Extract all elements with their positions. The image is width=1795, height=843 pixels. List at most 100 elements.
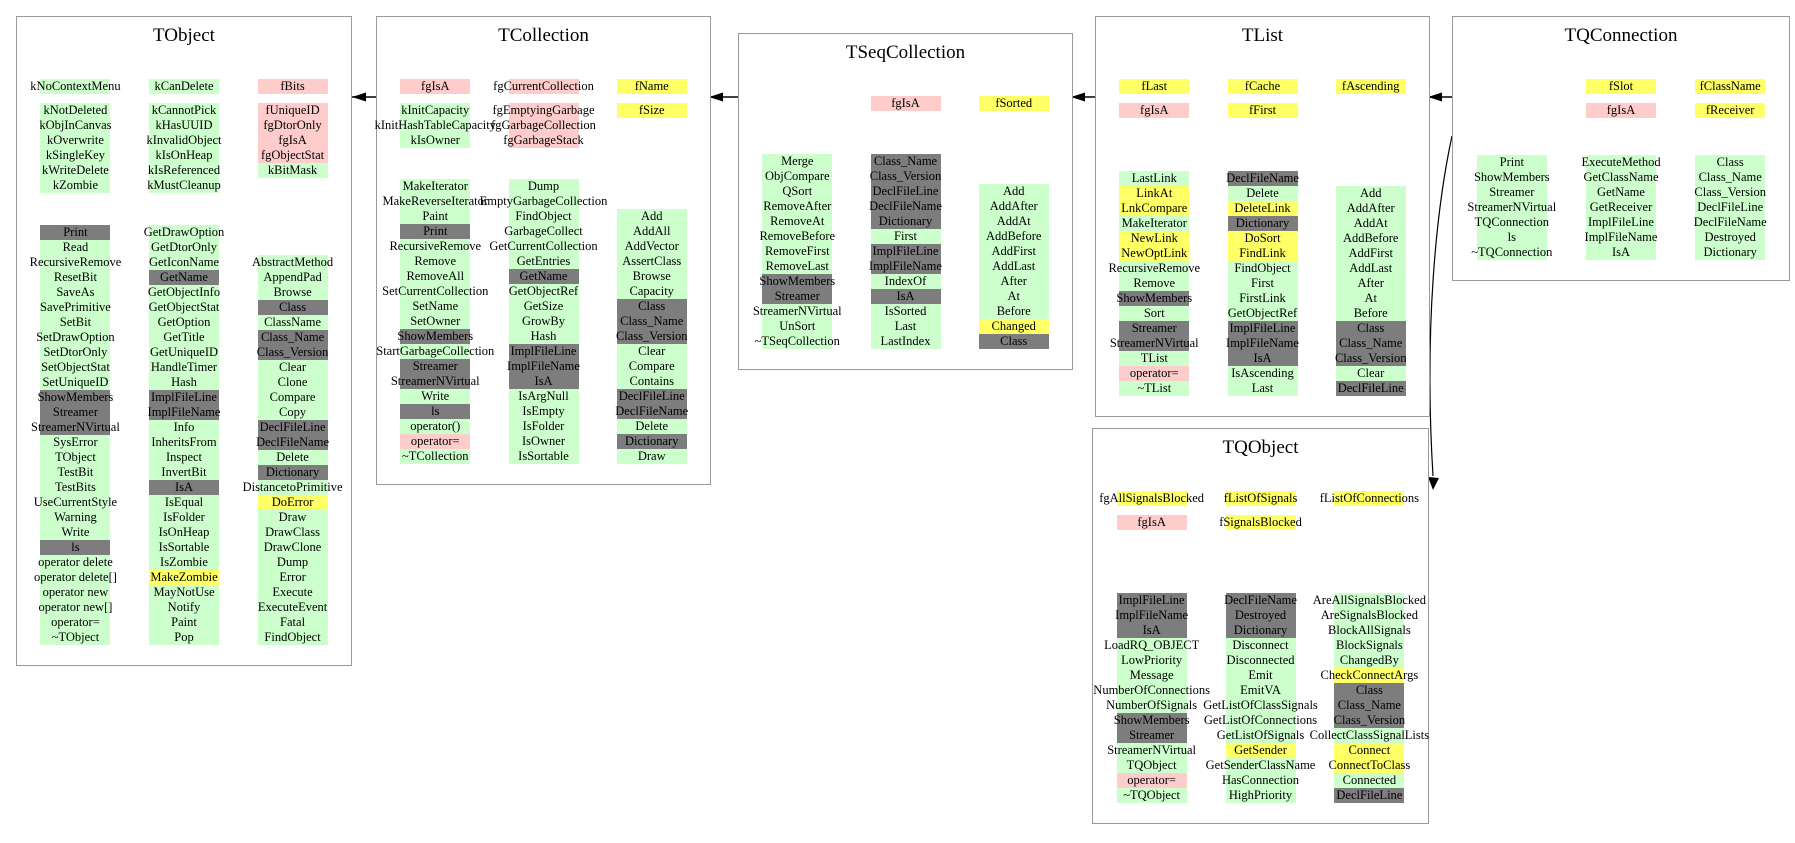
member-cell[interactable]: kIsOnHeap bbox=[149, 148, 219, 163]
method-cell[interactable]: FirstLink bbox=[1227, 291, 1298, 306]
method-cell[interactable]: GrowBy bbox=[508, 314, 579, 329]
method-cell[interactable]: Class bbox=[1335, 321, 1406, 336]
method-cell[interactable]: IsArgNull bbox=[508, 389, 579, 404]
method-cell[interactable]: SysError bbox=[40, 435, 111, 450]
method-cell[interactable]: ImplFileName bbox=[1115, 608, 1188, 623]
method-cell[interactable]: LowPriority bbox=[1116, 653, 1187, 668]
method-cell[interactable]: UseCurrentStyle bbox=[34, 495, 117, 510]
method-cell[interactable]: operator= bbox=[400, 434, 471, 449]
member-cell[interactable]: kZombie bbox=[40, 178, 111, 193]
member-cell[interactable]: fCache bbox=[1227, 79, 1298, 94]
method-cell[interactable]: Disconnected bbox=[1225, 653, 1296, 668]
method-cell[interactable]: IsA bbox=[870, 289, 941, 304]
method-cell[interactable]: Clear bbox=[257, 360, 328, 375]
method-cell[interactable]: MakeReverseIterator bbox=[383, 194, 488, 209]
method-cell[interactable]: BlockSignals bbox=[1334, 638, 1405, 653]
method-cell[interactable]: GarbageCollect bbox=[504, 224, 583, 239]
method-cell[interactable]: IsSortable bbox=[508, 449, 579, 464]
method-cell[interactable]: ImplFileName bbox=[1585, 230, 1657, 245]
method-cell[interactable]: Paint bbox=[400, 209, 471, 224]
method-cell[interactable]: Execute bbox=[257, 585, 328, 600]
method-cell[interactable]: RemoveAfter bbox=[762, 199, 833, 214]
method-cell[interactable]: StreamerNVirtual bbox=[391, 374, 480, 389]
method-cell[interactable]: GetObjectRef bbox=[1227, 306, 1298, 321]
member-cell[interactable]: fgDtorOnly bbox=[257, 118, 328, 133]
member-cell[interactable]: kHasUUID bbox=[149, 118, 219, 133]
method-cell[interactable]: DrawClone bbox=[257, 540, 328, 555]
method-cell[interactable]: Class_Version bbox=[870, 169, 941, 184]
method-cell[interactable]: ImplFileName bbox=[1226, 336, 1299, 351]
method-cell[interactable]: ShowMembers bbox=[397, 329, 473, 344]
method-cell[interactable]: Class bbox=[978, 334, 1049, 349]
method-cell[interactable]: Delete bbox=[616, 419, 687, 434]
method-cell[interactable]: AddLast bbox=[1335, 261, 1406, 276]
member-cell[interactable]: fgObjectStat bbox=[257, 148, 328, 163]
method-cell[interactable]: Streamer bbox=[400, 359, 471, 374]
method-cell[interactable]: StreamerNVirtual bbox=[753, 304, 842, 319]
method-cell[interactable]: AreSignalsBlocked bbox=[1321, 608, 1418, 623]
method-cell[interactable]: RemoveAll bbox=[400, 269, 471, 284]
method-cell[interactable]: CheckConnectArgs bbox=[1321, 668, 1418, 683]
method-cell[interactable]: Print bbox=[40, 225, 111, 240]
member-cell[interactable]: kSingleKey bbox=[40, 148, 111, 163]
method-cell[interactable]: Dictionary bbox=[616, 434, 687, 449]
method-cell[interactable]: StreamerNVirtual bbox=[1467, 200, 1556, 215]
method-cell[interactable]: IsAscending bbox=[1227, 366, 1298, 381]
method-cell[interactable]: ~TQObject bbox=[1116, 788, 1187, 803]
method-cell[interactable]: ~TObject bbox=[40, 630, 111, 645]
method-cell[interactable]: AddFirst bbox=[978, 244, 1049, 259]
method-cell[interactable]: DeclFileName bbox=[1226, 171, 1299, 186]
method-cell[interactable]: FindObject bbox=[508, 209, 579, 224]
method-cell[interactable]: Read bbox=[40, 240, 111, 255]
method-cell[interactable]: RecursiveRemove bbox=[30, 255, 121, 270]
method-cell[interactable]: SetObjectStat bbox=[40, 360, 111, 375]
method-cell[interactable]: Add bbox=[616, 209, 687, 224]
member-cell[interactable]: kBitMask bbox=[257, 163, 328, 178]
method-cell[interactable]: AddFirst bbox=[1335, 246, 1406, 261]
method-cell[interactable]: Dictionary bbox=[1695, 245, 1766, 260]
method-cell[interactable]: Remove bbox=[1119, 276, 1190, 291]
method-cell[interactable]: AssertClass bbox=[616, 254, 687, 269]
method-cell[interactable]: Destroyed bbox=[1695, 230, 1766, 245]
method-cell[interactable]: Class_Version bbox=[1335, 351, 1406, 366]
member-cell[interactable]: fgIsA bbox=[1119, 103, 1190, 118]
method-cell[interactable]: Class bbox=[1334, 683, 1405, 698]
method-cell[interactable]: TestBits bbox=[40, 480, 111, 495]
method-cell[interactable]: DeclFileName bbox=[1694, 215, 1767, 230]
method-cell[interactable]: GetOption bbox=[149, 315, 219, 330]
method-cell[interactable]: MakeIterator bbox=[400, 179, 471, 194]
method-cell[interactable]: Draw bbox=[257, 510, 328, 525]
member-cell[interactable]: fgCurrentCollection bbox=[493, 79, 594, 94]
method-cell[interactable]: SavePrimitive bbox=[40, 300, 111, 315]
method-cell[interactable]: GetObjectStat bbox=[149, 300, 219, 315]
method-cell[interactable]: Info bbox=[149, 420, 219, 435]
method-cell[interactable]: Write bbox=[40, 525, 111, 540]
method-cell[interactable]: Dictionary bbox=[870, 214, 941, 229]
method-cell[interactable]: DistancetoPrimitive bbox=[243, 480, 343, 495]
method-cell[interactable]: IsFolder bbox=[149, 510, 219, 525]
method-cell[interactable]: Dictionary bbox=[1227, 216, 1298, 231]
member-cell[interactable]: fReceiver bbox=[1695, 103, 1766, 118]
method-cell[interactable]: StartGarbageCollection bbox=[376, 344, 494, 359]
method-cell[interactable]: Clear bbox=[1335, 366, 1406, 381]
method-cell[interactable]: Emit bbox=[1225, 668, 1296, 683]
member-cell[interactable]: kCanDelete bbox=[149, 79, 219, 94]
method-cell[interactable]: Streamer bbox=[1119, 321, 1190, 336]
member-cell[interactable]: kWriteDelete bbox=[40, 163, 111, 178]
method-cell[interactable]: Destroyed bbox=[1225, 608, 1296, 623]
method-cell[interactable]: ls bbox=[40, 540, 111, 555]
method-cell[interactable]: GetSenderClassName bbox=[1206, 758, 1315, 773]
method-cell[interactable]: DeclFileLine bbox=[616, 389, 687, 404]
member-cell[interactable]: fSlot bbox=[1586, 79, 1656, 94]
method-cell[interactable]: MakeZombie bbox=[149, 570, 219, 585]
method-cell[interactable]: ImplFileName bbox=[507, 359, 580, 374]
method-cell[interactable]: TList bbox=[1119, 351, 1190, 366]
method-cell[interactable]: Dictionary bbox=[257, 465, 328, 480]
method-cell[interactable]: DeclFileName bbox=[615, 404, 688, 419]
method-cell[interactable]: Contains bbox=[616, 374, 687, 389]
method-cell[interactable]: Paint bbox=[149, 615, 219, 630]
method-cell[interactable]: SetUniqueID bbox=[40, 375, 111, 390]
member-cell[interactable]: kInvalidObject bbox=[147, 133, 222, 148]
method-cell[interactable]: Hash bbox=[149, 375, 219, 390]
method-cell[interactable]: ImplFileLine bbox=[508, 344, 579, 359]
